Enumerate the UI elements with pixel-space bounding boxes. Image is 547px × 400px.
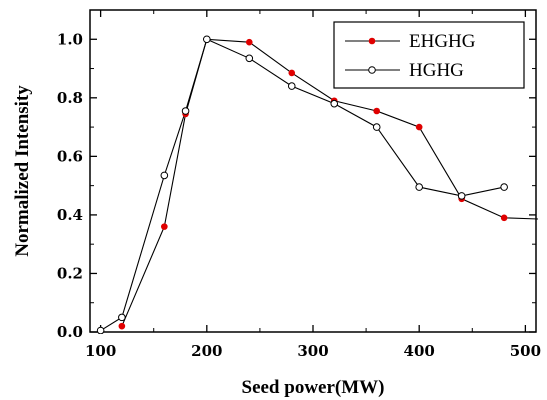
- y-tick-label: 0.2: [57, 264, 83, 282]
- y-tick-label: 0.0: [57, 323, 83, 341]
- data-point-hghg: [372, 123, 381, 131]
- legend-marker-hghg: [368, 66, 376, 74]
- x-tick-label: 100: [85, 342, 116, 360]
- y-tick-label: 0.6: [57, 147, 83, 165]
- legend: EHGHG HGHG: [333, 21, 525, 89]
- data-point-ehghg: [415, 123, 423, 131]
- data-point-hghg: [203, 35, 211, 44]
- data-point-hghg: [415, 183, 423, 191]
- data-point-ehghg: [288, 69, 296, 77]
- data-point-hghg: [160, 171, 169, 180]
- data-point-hghg: [287, 82, 296, 90]
- data-point-hghg: [181, 107, 190, 115]
- legend-marker-ehghg: [368, 37, 376, 45]
- data-point-ehghg: [245, 38, 253, 46]
- data-point-hghg: [457, 192, 466, 200]
- data-point-hghg: [330, 99, 339, 108]
- x-tick-label: 300: [297, 342, 328, 360]
- series-layer: [96, 35, 538, 334]
- data-point-hghg: [118, 313, 126, 322]
- legend-label-ehghg: EHGHG: [409, 31, 476, 52]
- y-tick-label: 0.4: [57, 206, 83, 224]
- axis-ticks: 100 200 300 400 500 0.0 0.2 0.4 0.6 0.8 1.0: [57, 10, 541, 360]
- y-tick-label: 0.8: [57, 89, 83, 107]
- legend-box: [333, 21, 525, 89]
- x-tick-label: 500: [510, 342, 541, 360]
- data-point-hghg: [500, 183, 508, 191]
- legend-label-hghg: HGHG: [409, 60, 464, 81]
- y-tick-label: 1.0: [57, 30, 83, 48]
- data-point-ehghg: [500, 214, 508, 222]
- data-point-ehghg: [118, 322, 126, 330]
- data-point-ehghg: [161, 223, 168, 230]
- y-axis-title: Normalized Intensity: [12, 85, 33, 257]
- data-point-hghg: [245, 54, 254, 63]
- series-line-ehghg: [121, 38, 538, 327]
- data-point-ehghg: [373, 107, 381, 115]
- data-point-hghg: [96, 326, 105, 334]
- x-tick-label: 200: [191, 342, 222, 360]
- series-line-hghg: [100, 38, 505, 332]
- x-tick-label: 400: [404, 342, 435, 360]
- x-axis-title: Seed power(MW): [242, 377, 385, 398]
